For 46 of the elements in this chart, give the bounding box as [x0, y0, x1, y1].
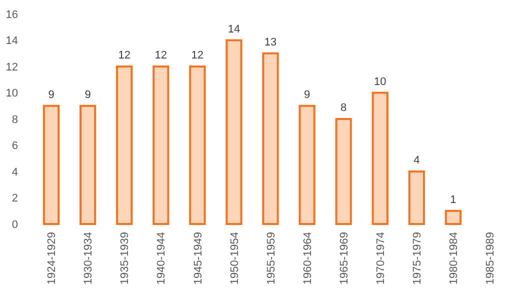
data-label: 4 — [414, 154, 420, 166]
y-tick-label: 14 — [6, 35, 18, 48]
y-tick-label: 0 — [12, 218, 18, 231]
data-label: 13 — [264, 36, 277, 48]
bar — [444, 210, 462, 225]
y-tick-label: 4 — [12, 166, 18, 178]
y-tick-label: 16 — [6, 8, 18, 21]
bar — [408, 170, 425, 225]
bar — [80, 104, 96, 225]
x-tick-label: 1930-1934 — [82, 232, 95, 285]
x-tick-label: 1985-1989 — [484, 232, 497, 285]
bar — [42, 104, 60, 225]
data-label: 9 — [84, 88, 91, 101]
data-label: 12 — [154, 50, 168, 62]
data-label: 12 — [191, 50, 204, 62]
y-tick-label: 12 — [6, 61, 18, 74]
x-tick-label: 1965-1969 — [338, 232, 350, 285]
data-label: 9 — [304, 88, 310, 101]
x-tick-label: 1980-1984 — [448, 232, 460, 285]
bar — [226, 39, 242, 225]
x-tick-label: 1935-1939 — [119, 232, 132, 285]
data-label: 14 — [228, 23, 240, 36]
y-tick-label: 8 — [12, 114, 18, 126]
y-tick-label: 6 — [12, 140, 18, 152]
x-tick-label: 1975-1979 — [412, 232, 424, 285]
x-tick-label: 1945-1949 — [192, 232, 204, 285]
data-label: 12 — [118, 50, 130, 62]
bar — [335, 118, 352, 225]
bar — [116, 66, 133, 225]
y-tick-label: 2 — [12, 192, 18, 205]
bar — [298, 104, 316, 225]
bar — [372, 92, 388, 225]
bar — [152, 66, 170, 225]
data-label: 10 — [374, 76, 386, 88]
data-label: 9 — [48, 88, 54, 101]
x-tick-label: 1970-1974 — [374, 232, 387, 285]
bar — [189, 66, 206, 225]
x-tick-label: 1940-1944 — [156, 232, 168, 285]
data-label: 1 — [450, 194, 456, 206]
bar — [262, 52, 279, 225]
x-tick-label: 1950-1954 — [228, 232, 241, 285]
data-label: 8 — [340, 102, 347, 114]
x-tick-label: 1924-1929 — [46, 232, 58, 285]
x-tick-label: 1955-1959 — [265, 232, 278, 285]
y-tick-label: 10 — [6, 88, 18, 100]
x-tick-label: 1960-1964 — [302, 232, 314, 285]
